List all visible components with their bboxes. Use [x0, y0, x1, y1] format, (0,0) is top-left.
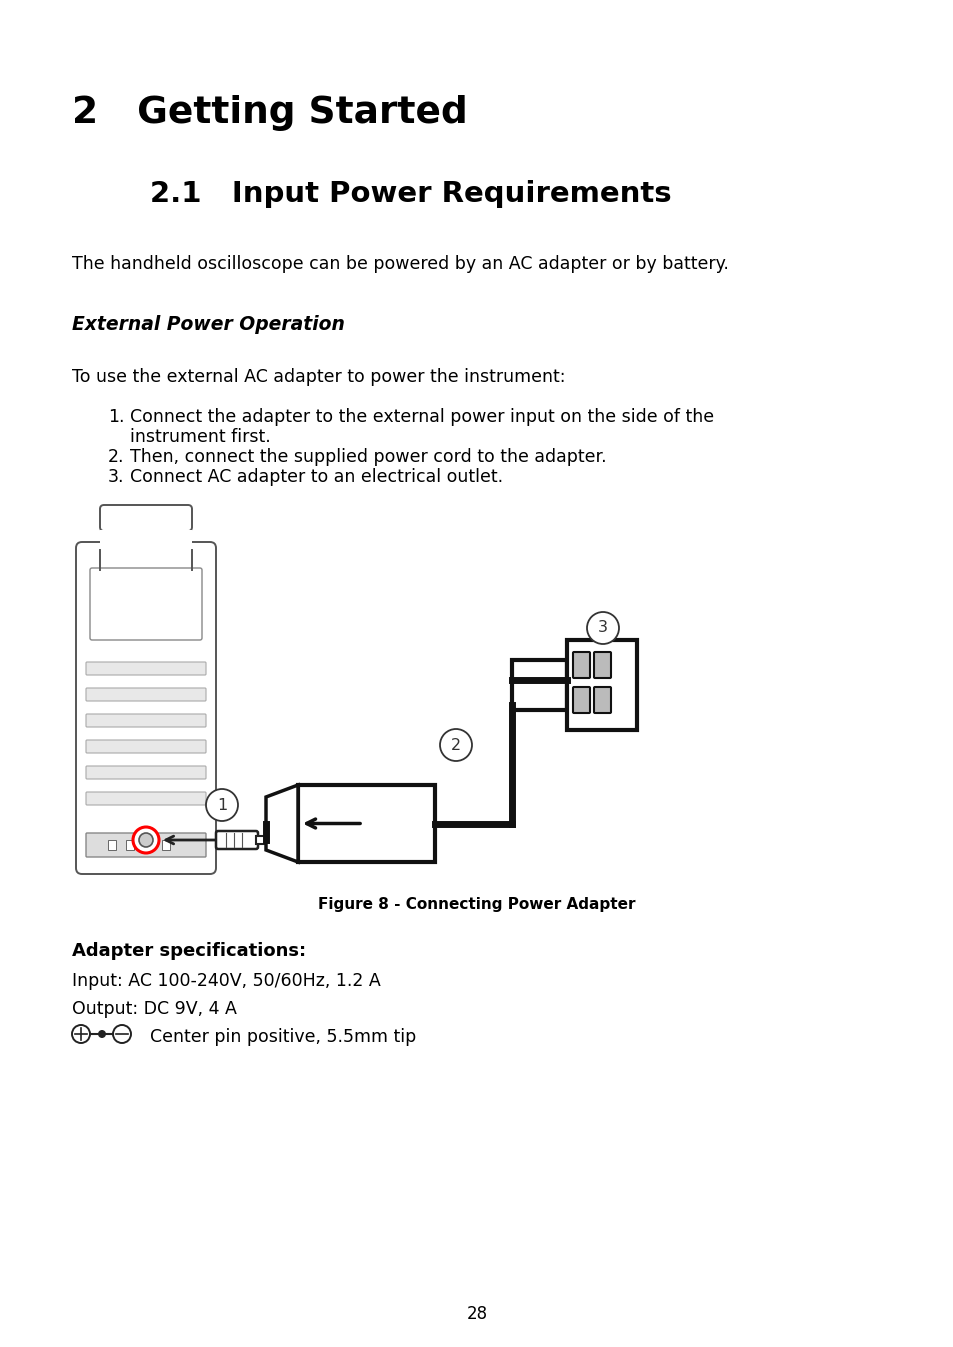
Bar	[108, 841, 116, 850]
Text: 2.1   Input Power Requirements: 2.1 Input Power Requirements	[150, 180, 671, 207]
Circle shape	[71, 1025, 90, 1043]
Text: 2: 2	[451, 738, 460, 753]
Text: 2.: 2.	[108, 449, 125, 466]
FancyBboxPatch shape	[86, 688, 206, 700]
Bar	[100, 529, 192, 550]
Polygon shape	[266, 785, 297, 862]
Text: Adapter specifications:: Adapter specifications:	[71, 942, 306, 960]
Bar	[566, 640, 637, 730]
Text: Connect the adapter to the external power input on the side of the: Connect the adapter to the external powe…	[130, 408, 714, 426]
Circle shape	[139, 832, 152, 847]
FancyBboxPatch shape	[100, 505, 192, 531]
Bar	[146, 841, 153, 850]
FancyBboxPatch shape	[573, 652, 589, 678]
Text: 3: 3	[598, 621, 607, 636]
FancyBboxPatch shape	[594, 652, 610, 678]
FancyBboxPatch shape	[90, 568, 202, 640]
Text: To use the external AC adapter to power the instrument:: To use the external AC adapter to power …	[71, 368, 565, 387]
Circle shape	[206, 789, 237, 822]
Bar	[297, 785, 435, 862]
Text: Then, connect the supplied power cord to the adapter.: Then, connect the supplied power cord to…	[130, 449, 606, 466]
Bar	[512, 660, 566, 710]
Text: Center pin positive, 5.5mm tip: Center pin positive, 5.5mm tip	[139, 1028, 416, 1047]
Text: 3.: 3.	[108, 467, 125, 486]
Text: 1: 1	[216, 797, 227, 812]
Text: External Power Operation: External Power Operation	[71, 315, 345, 334]
FancyBboxPatch shape	[76, 541, 215, 874]
Text: 28: 28	[466, 1305, 487, 1323]
Bar	[255, 836, 266, 845]
FancyBboxPatch shape	[215, 831, 257, 849]
FancyBboxPatch shape	[86, 661, 206, 675]
FancyBboxPatch shape	[86, 766, 206, 779]
Circle shape	[112, 1025, 131, 1043]
FancyBboxPatch shape	[86, 792, 206, 806]
FancyBboxPatch shape	[86, 740, 206, 753]
Text: Output: DC 9V, 4 A: Output: DC 9V, 4 A	[71, 999, 236, 1018]
Bar	[126, 841, 133, 850]
Text: Connect AC adapter to an electrical outlet.: Connect AC adapter to an electrical outl…	[130, 467, 502, 486]
Circle shape	[132, 827, 159, 853]
Text: 1.: 1.	[108, 408, 125, 426]
Circle shape	[439, 729, 472, 761]
Text: Figure 8 - Connecting Power Adapter: Figure 8 - Connecting Power Adapter	[318, 897, 635, 912]
Circle shape	[586, 612, 618, 644]
Text: 2   Getting Started: 2 Getting Started	[71, 96, 467, 131]
Bar	[162, 841, 170, 850]
Circle shape	[98, 1030, 106, 1039]
Text: Input: AC 100-240V, 50/60Hz, 1.2 A: Input: AC 100-240V, 50/60Hz, 1.2 A	[71, 973, 380, 990]
Text: The handheld oscilloscope can be powered by an AC adapter or by battery.: The handheld oscilloscope can be powered…	[71, 255, 728, 273]
FancyBboxPatch shape	[86, 714, 206, 727]
Text: instrument first.: instrument first.	[130, 428, 271, 446]
FancyBboxPatch shape	[573, 687, 589, 713]
FancyBboxPatch shape	[86, 832, 206, 857]
FancyBboxPatch shape	[594, 687, 610, 713]
